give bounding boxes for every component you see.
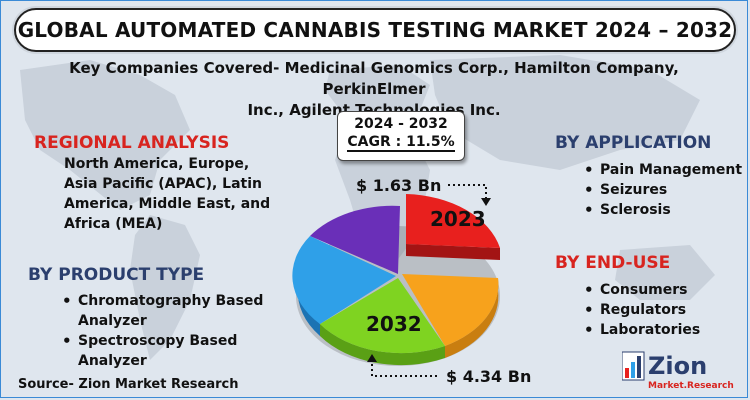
- cagr-period: 2024 - 2032: [354, 116, 448, 132]
- pie-slice-red: [406, 194, 500, 248]
- source-note: Source- Zion Market Research: [18, 377, 239, 392]
- application-list: Pain Management Seizures Sclerosis: [580, 160, 742, 220]
- regional-line: Africa (MEA): [64, 216, 163, 232]
- regional-line: North America, Europe,: [64, 156, 250, 172]
- pie-slice-purple: [310, 205, 400, 274]
- end-use-title: BY END-USE: [555, 253, 671, 273]
- product-type-title: BY PRODUCT TYPE: [28, 265, 205, 285]
- list-item: Consumers: [580, 280, 700, 300]
- logo-tagline: Market.Research: [648, 381, 734, 391]
- pie-slice-blue: [292, 236, 396, 324]
- list-item: Pain Management: [580, 160, 742, 180]
- end-use-list: Consumers Regulators Laboratories: [580, 280, 700, 340]
- pie-depth-red: [406, 244, 500, 260]
- pie-slice-orange: [402, 274, 499, 346]
- list-item: Chromatography Based Analyzer: [58, 291, 263, 331]
- product-type-list: Chromatography Based Analyzer Spectrosco…: [58, 291, 263, 371]
- list-item: Seizures: [580, 180, 742, 200]
- zion-logo: Zion Market.Research: [622, 351, 734, 391]
- application-title: BY APPLICATION: [555, 133, 712, 153]
- list-item: Spectroscopy Based Analyzer: [58, 331, 263, 371]
- regional-line: America, Middle East, and: [64, 196, 271, 212]
- pie-depth-blue: [297, 276, 320, 336]
- regional-list: North America, Europe, Asia Pacific (APA…: [64, 154, 270, 234]
- key-companies: Key Companies Covered- Medicinal Genomic…: [24, 58, 724, 121]
- pie-slice-green: [320, 278, 445, 354]
- list-item: Regulators: [580, 300, 700, 320]
- pie-depth-orange: [445, 278, 499, 358]
- page-title: GLOBAL AUTOMATED CANNABIS TESTING MARKET…: [17, 18, 733, 42]
- end-value-label: $ 4.34 Bn: [446, 367, 532, 386]
- pie-chart: 2023 2032: [292, 194, 500, 366]
- list-item: Sclerosis: [580, 200, 742, 220]
- regional-analysis-title: REGIONAL ANALYSIS: [34, 133, 230, 153]
- cagr-value: CAGR : 11.5%: [347, 134, 455, 152]
- year-2032-label: 2032: [366, 312, 422, 336]
- logo-name: Zion: [648, 352, 707, 380]
- regional-line: Asia Pacific (APAC), Latin: [64, 176, 263, 192]
- title-banner: GLOBAL AUTOMATED CANNABIS TESTING MARKET…: [14, 8, 736, 52]
- list-item: Laboratories: [580, 320, 700, 340]
- start-value-label: $ 1.63 Bn: [356, 176, 442, 195]
- year-2023-label: 2023: [430, 207, 486, 231]
- cagr-box: 2024 - 2032 CAGR : 11.5%: [337, 111, 465, 161]
- pie-depth-green: [320, 324, 445, 366]
- companies-line-1: Key Companies Covered- Medicinal Genomic…: [69, 59, 679, 98]
